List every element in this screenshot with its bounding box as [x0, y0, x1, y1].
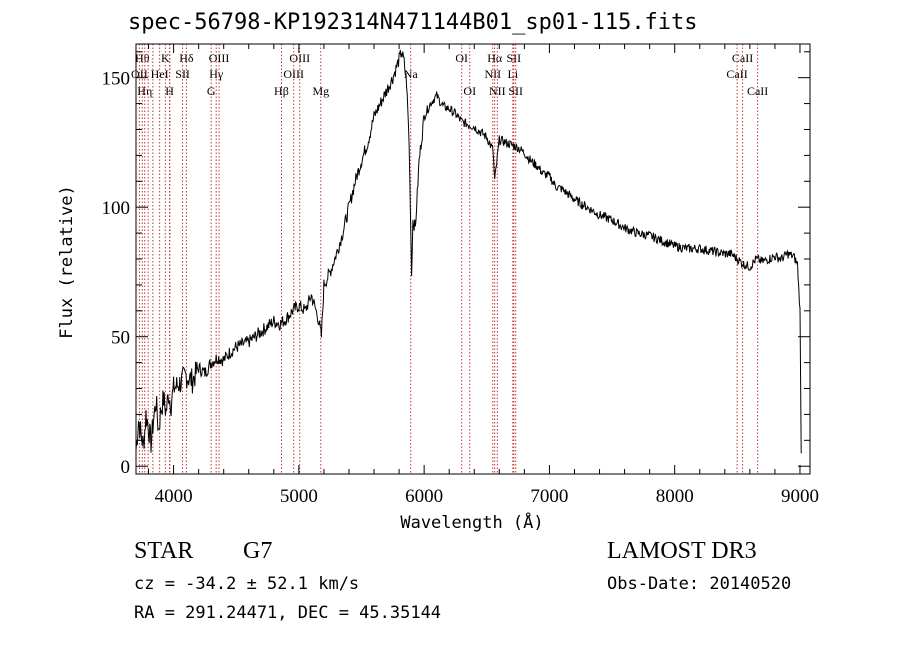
line-marker-label: K — [161, 51, 170, 65]
coordinates: RA = 291.24471, DEC = 45.35144 — [134, 603, 442, 623]
line-marker-label: SII — [508, 84, 523, 98]
line-marker-label: OIII — [209, 51, 230, 65]
line-marker-label: Hγ — [209, 67, 224, 81]
line-marker-label: Hθ — [135, 51, 150, 65]
line-marker-label: NII — [489, 84, 506, 98]
plot-frame — [135, 43, 811, 475]
line-marker-label: NII — [484, 67, 501, 81]
observation-date: Obs-Date: 20140520 — [607, 574, 792, 594]
x-tick-label: 4000 — [155, 486, 193, 507]
x-tick-label: 6000 — [405, 486, 443, 507]
line-marker-label: CaII — [747, 84, 768, 98]
y-tick-label: 50 — [111, 328, 130, 349]
y-axis: 0 50 100 150 — [102, 51, 810, 478]
y-tick-label: 100 — [102, 198, 131, 219]
spectrum-line — [135, 49, 802, 454]
x-tick-label: 7000 — [530, 486, 568, 507]
line-marker-label: CaII — [732, 51, 753, 65]
line-marker-label: CaII — [726, 67, 747, 81]
line-marker-label: Li — [508, 67, 519, 81]
line-marker-label: OIII — [283, 67, 304, 81]
survey-name: LAMOST DR3 — [607, 538, 757, 564]
y-axis-label: Flux (relative) — [57, 185, 77, 339]
x-axis: 4000 5000 6000 7000 8000 9000 — [148, 44, 819, 507]
line-marker-label: SII — [507, 51, 522, 65]
spectral-subclass: G7 — [243, 538, 273, 564]
line-marker-label: HeI — [151, 67, 169, 81]
y-tick-label: 150 — [102, 69, 131, 90]
y-tick-label: 0 — [121, 457, 131, 478]
x-tick-label: 5000 — [280, 486, 318, 507]
line-marker-label: Mg — [312, 84, 329, 98]
spectral-line-markers: HθOIIHηHeIKHSIIHδGHγOIIIHβOIIIOIIIMgNaOI… — [131, 44, 768, 474]
line-marker-label: G — [207, 84, 216, 98]
redshift-cz: cz = -34.2 ± 52.1 km/s — [134, 574, 360, 594]
line-marker-label: Na — [404, 67, 419, 81]
chart-title: spec-56798-KP192314N471144B01_sp01-115.f… — [128, 10, 698, 35]
line-marker-label: OIII — [289, 51, 310, 65]
line-marker-label: Hα — [487, 51, 503, 65]
line-marker-label: SII — [175, 67, 190, 81]
line-marker-label: OI — [455, 51, 468, 65]
line-marker-label: Hβ — [274, 84, 289, 98]
x-axis-label: Wavelength (Å) — [400, 511, 543, 533]
object-class: STAR — [134, 538, 194, 564]
spectrum-series — [135, 49, 802, 454]
x-tick-label: 8000 — [656, 486, 694, 507]
line-marker-label: OI — [463, 84, 476, 98]
line-marker-label: Hδ — [179, 51, 194, 65]
x-tick-label: 9000 — [781, 486, 819, 507]
line-marker-label: Hη — [137, 84, 152, 98]
